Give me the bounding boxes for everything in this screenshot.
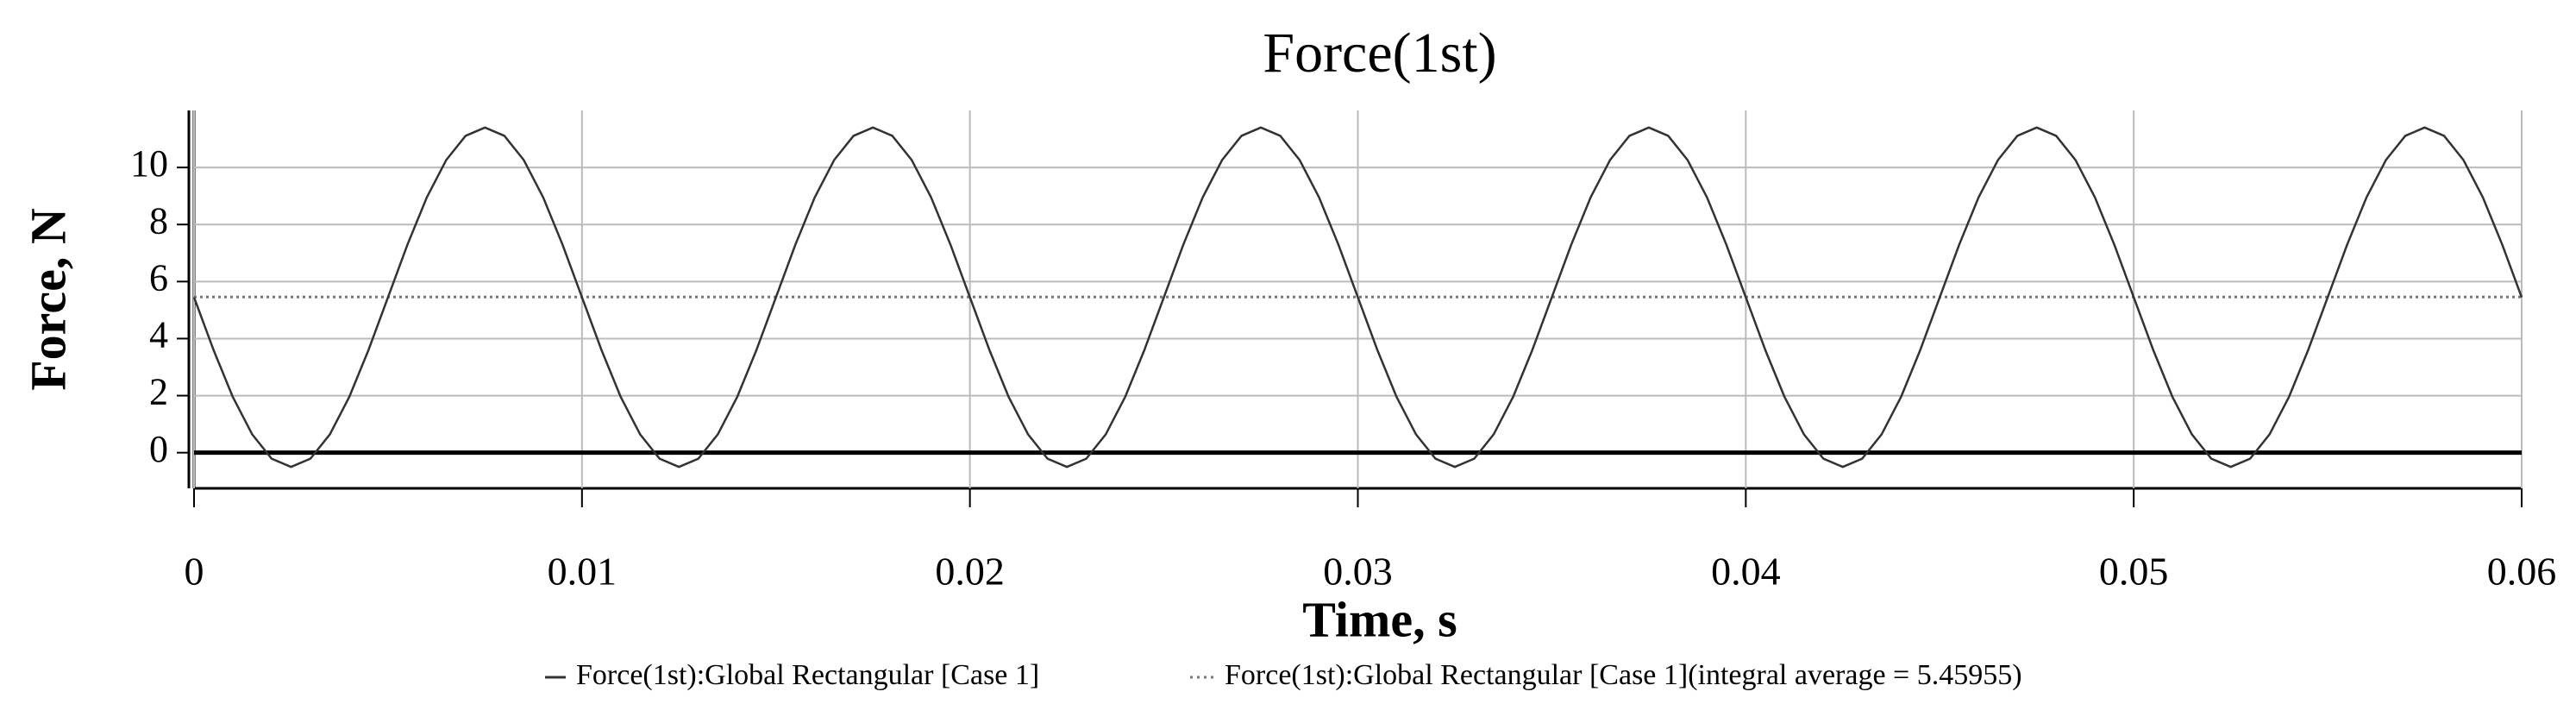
x-axis-label: Time, s [1302, 591, 1457, 647]
y-tick-label: 6 [149, 256, 168, 299]
x-tick-label: 0 [185, 550, 204, 594]
x-tick-label: 0.01 [548, 550, 617, 594]
x-tick-label: 0.04 [1711, 550, 1781, 594]
chart-title: Force(1st) [1263, 22, 1496, 85]
legend-label: Force(1st):Global Rectangular [Case 1](i… [1225, 659, 2022, 691]
legend-label: Force(1st):Global Rectangular [Case 1] [576, 659, 1039, 691]
y-tick-label: 10 [130, 142, 168, 185]
x-tick-label: 0.05 [2099, 550, 2169, 594]
line-series [192, 126, 2523, 468]
y-tick-label: 4 [149, 314, 168, 356]
y-axis-label: Force, N [20, 208, 76, 391]
y-tick-label: 8 [149, 199, 168, 242]
x-tick-label: 0.02 [935, 550, 1005, 594]
x-tick-label: 0.06 [2487, 550, 2557, 594]
x-tick-label: 0.03 [1323, 550, 1393, 594]
y-tick-label: 0 [149, 428, 168, 470]
y-tick-label: 2 [149, 371, 168, 413]
